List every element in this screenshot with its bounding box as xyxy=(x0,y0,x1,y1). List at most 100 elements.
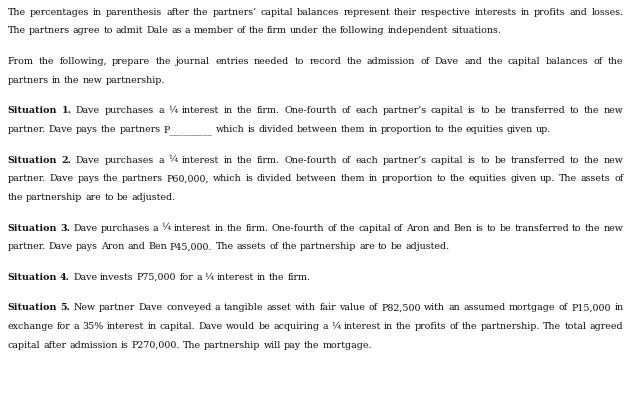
Text: of: of xyxy=(341,156,351,165)
Text: The: The xyxy=(559,174,577,183)
Text: admission: admission xyxy=(367,57,415,66)
Text: P270,000.: P270,000. xyxy=(131,341,180,350)
Text: balances: balances xyxy=(297,8,339,17)
Text: the: the xyxy=(281,242,297,251)
Text: asset: asset xyxy=(267,304,292,312)
Text: a: a xyxy=(196,273,202,282)
Text: is: is xyxy=(247,125,256,134)
Text: a: a xyxy=(74,322,80,331)
Text: for: for xyxy=(179,273,193,282)
Text: firm.: firm. xyxy=(245,224,268,233)
Text: of: of xyxy=(593,57,603,66)
Text: in: in xyxy=(614,304,623,312)
Text: the: the xyxy=(396,322,411,331)
Text: the: the xyxy=(462,322,478,331)
Text: capital: capital xyxy=(261,8,293,17)
Text: the: the xyxy=(249,26,264,35)
Text: 4.: 4. xyxy=(60,273,70,282)
Text: and: and xyxy=(127,242,145,251)
Text: partners: partners xyxy=(8,76,49,85)
Text: partner.: partner. xyxy=(8,174,46,183)
Text: as: as xyxy=(171,26,182,35)
Text: Situation: Situation xyxy=(8,273,57,282)
Text: each: each xyxy=(355,106,378,115)
Text: be: be xyxy=(117,193,129,202)
Text: profits: profits xyxy=(415,322,446,331)
Text: member: member xyxy=(193,26,233,35)
Text: interest: interest xyxy=(217,273,254,282)
Text: P75,000: P75,000 xyxy=(137,273,176,282)
Text: One-fourth: One-fourth xyxy=(285,156,337,165)
Text: which: which xyxy=(213,174,242,183)
Text: profits: profits xyxy=(534,8,565,17)
Text: partnership.: partnership. xyxy=(105,76,165,85)
Text: to: to xyxy=(435,125,444,134)
Text: firm.: firm. xyxy=(257,106,280,115)
Text: respective: respective xyxy=(421,8,471,17)
Text: will: will xyxy=(263,341,281,350)
Text: P45,000.: P45,000. xyxy=(170,242,213,251)
Text: mortgage: mortgage xyxy=(509,304,555,312)
Text: of: of xyxy=(394,224,403,233)
Text: partners: partners xyxy=(122,174,163,183)
Text: are: are xyxy=(359,242,375,251)
Text: proportion: proportion xyxy=(381,174,433,183)
Text: Dave: Dave xyxy=(76,156,100,165)
Text: agreed: agreed xyxy=(590,322,623,331)
Text: the: the xyxy=(584,156,599,165)
Text: Situation: Situation xyxy=(8,224,57,233)
Text: the: the xyxy=(447,125,463,134)
Text: in: in xyxy=(223,106,233,115)
Text: in: in xyxy=(257,273,266,282)
Text: mortgage.: mortgage. xyxy=(322,341,372,350)
Text: the: the xyxy=(101,125,117,134)
Text: the: the xyxy=(8,193,23,202)
Text: purchases: purchases xyxy=(100,224,150,233)
Text: capital: capital xyxy=(358,224,391,233)
Text: of: of xyxy=(614,174,623,183)
Text: and: and xyxy=(433,224,451,233)
Text: interest: interest xyxy=(107,322,144,331)
Text: adjusted.: adjusted. xyxy=(131,193,175,202)
Text: Ben: Ben xyxy=(454,224,473,233)
Text: to: to xyxy=(103,26,113,35)
Text: given: given xyxy=(507,125,533,134)
Text: following: following xyxy=(340,26,385,35)
Text: losses.: losses. xyxy=(591,8,623,17)
Text: The: The xyxy=(8,26,26,35)
Text: From: From xyxy=(8,57,33,66)
Text: 5.: 5. xyxy=(61,304,70,312)
Text: Dave: Dave xyxy=(49,125,73,134)
Text: with: with xyxy=(424,304,445,312)
Text: situations.: situations. xyxy=(451,26,501,35)
Text: to: to xyxy=(487,224,496,233)
Text: 3.: 3. xyxy=(60,224,70,233)
Text: after: after xyxy=(166,8,189,17)
Text: firm.: firm. xyxy=(257,156,280,165)
Text: and: and xyxy=(464,57,482,66)
Text: balances: balances xyxy=(546,57,588,66)
Text: P60,000,: P60,000, xyxy=(167,174,209,183)
Text: capital.: capital. xyxy=(160,322,196,331)
Text: Dave: Dave xyxy=(199,322,223,331)
Text: equities: equities xyxy=(466,125,504,134)
Text: assumed: assumed xyxy=(463,304,505,312)
Text: in: in xyxy=(93,8,102,17)
Text: partner: partner xyxy=(99,304,135,312)
Text: Dale: Dale xyxy=(146,26,168,35)
Text: partner.: partner. xyxy=(8,125,46,134)
Text: transferred: transferred xyxy=(510,156,565,165)
Text: pays: pays xyxy=(77,174,99,183)
Text: Situation: Situation xyxy=(8,156,57,165)
Text: with: with xyxy=(295,304,316,312)
Text: of: of xyxy=(420,57,430,66)
Text: The: The xyxy=(183,341,201,350)
Text: independent: independent xyxy=(387,26,448,35)
Text: in: in xyxy=(215,224,223,233)
Text: purchases: purchases xyxy=(105,156,154,165)
Text: P_________: P_________ xyxy=(163,125,213,135)
Text: Ben: Ben xyxy=(148,242,167,251)
Text: the: the xyxy=(585,224,600,233)
Text: interest: interest xyxy=(343,322,380,331)
Text: Dave: Dave xyxy=(49,174,74,183)
